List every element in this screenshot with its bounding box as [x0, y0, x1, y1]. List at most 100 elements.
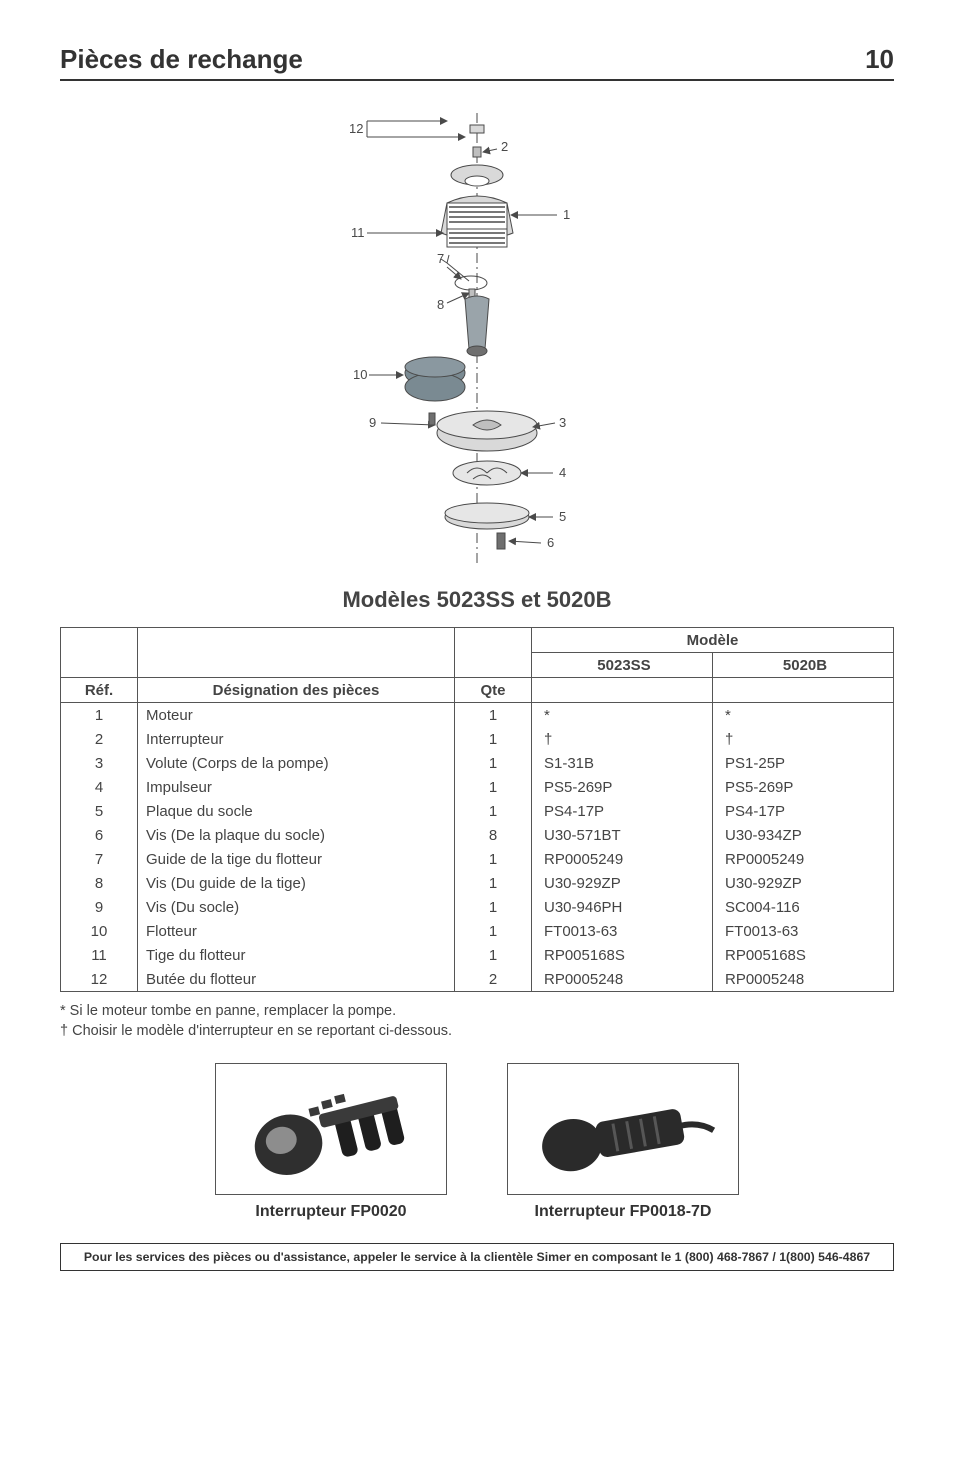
cell-model-b: U30-929ZP — [713, 871, 894, 895]
col-designation: Désignation des pièces — [138, 678, 455, 703]
cell-qte: 8 — [455, 823, 532, 847]
callout-8: 8 — [437, 297, 444, 312]
cell-model-a: FT0013-63 — [532, 919, 713, 943]
volute — [437, 411, 537, 451]
models-title: Modèles 5023SS et 5020B — [60, 587, 894, 613]
cell-designation: Guide de la tige du flotteur — [138, 847, 455, 871]
col-modele: Modèle — [532, 628, 894, 653]
exploded-diagram: 12 2 — [60, 103, 894, 573]
cell-ref: 12 — [61, 967, 138, 992]
cell-model-a: PS5-269P — [532, 775, 713, 799]
page-title: Pièces de rechange — [60, 44, 303, 75]
cell-model-a: RP0005249 — [532, 847, 713, 871]
switch-right: Interrupteur FP0018-7D — [507, 1063, 739, 1221]
cell-model-b: FT0013-63 — [713, 919, 894, 943]
table-row: 1Moteur1** — [61, 703, 894, 728]
cell-model-b: * — [713, 703, 894, 728]
switch-row: Interrupteur FP0020 — [60, 1063, 894, 1221]
impeller — [453, 461, 521, 485]
cell-model-a: PS4-17P — [532, 799, 713, 823]
callout-5: 5 — [559, 509, 566, 524]
table-row: 7Guide de la tige du flotteur1RP0005249R… — [61, 847, 894, 871]
callout-9: 9 — [369, 415, 376, 430]
cell-designation: Volute (Corps de la pompe) — [138, 751, 455, 775]
col-model-a: 5023SS — [532, 653, 713, 678]
switch-left-caption: Interrupteur FP0020 — [255, 1203, 406, 1221]
cell-model-a: U30-946PH — [532, 895, 713, 919]
switch-left-frame — [215, 1063, 447, 1195]
switch-fp0018-svg — [518, 1074, 728, 1184]
cell-qte: 1 — [455, 943, 532, 967]
cell-model-b: SC004-116 — [713, 895, 894, 919]
cell-model-a: RP005168S — [532, 943, 713, 967]
cell-designation: Interrupteur — [138, 727, 455, 751]
cell-model-b: † — [713, 727, 894, 751]
callout-4: 4 — [559, 465, 566, 480]
cell-ref: 7 — [61, 847, 138, 871]
cell-qte: 1 — [455, 727, 532, 751]
cell-model-a: RP0005248 — [532, 967, 713, 992]
cell-designation: Impulseur — [138, 775, 455, 799]
cell-ref: 10 — [61, 919, 138, 943]
callout-1: 1 — [563, 207, 570, 222]
footer-bar: Pour les services des pièces ou d'assist… — [60, 1243, 894, 1271]
footnote-star: * Si le moteur tombe en panne, remplacer… — [60, 1002, 894, 1022]
callout-10: 10 — [353, 367, 367, 382]
table-row: 2Interrupteur1†† — [61, 727, 894, 751]
cell-model-b: PS1-25P — [713, 751, 894, 775]
callout-2: 2 — [501, 139, 508, 154]
table-row: 10Flotteur1FT0013-63FT0013-63 — [61, 919, 894, 943]
cell-qte: 1 — [455, 919, 532, 943]
page-header: Pièces de rechange 10 — [60, 44, 894, 81]
cell-designation: Vis (Du socle) — [138, 895, 455, 919]
switch-left: Interrupteur FP0020 — [215, 1063, 447, 1221]
cell-designation: Moteur — [138, 703, 455, 728]
float — [405, 357, 465, 401]
cell-model-b: RP0005249 — [713, 847, 894, 871]
pump-diagram-svg: 12 2 — [297, 103, 657, 573]
cell-ref: 6 — [61, 823, 138, 847]
parts-table: Modèle 5023SS 5020B Réf. Désignation des… — [60, 627, 894, 992]
cell-ref: 4 — [61, 775, 138, 799]
cell-qte: 1 — [455, 799, 532, 823]
cell-qte: 1 — [455, 895, 532, 919]
callout-7: 7 — [437, 251, 444, 266]
cell-designation: Flotteur — [138, 919, 455, 943]
cell-ref: 5 — [61, 799, 138, 823]
page: Pièces de rechange 10 12 2 — [0, 0, 954, 1301]
cell-model-b: PS5-269P — [713, 775, 894, 799]
table-row: 4Impulseur1PS5-269PPS5-269P — [61, 775, 894, 799]
table-row: 11Tige du flotteur1RP005168SRP005168S — [61, 943, 894, 967]
cell-model-a: U30-929ZP — [532, 871, 713, 895]
switch-right-frame — [507, 1063, 739, 1195]
cell-qte: 1 — [455, 775, 532, 799]
cell-model-b: RP0005248 — [713, 967, 894, 992]
callout-12: 12 — [349, 121, 363, 136]
cell-designation: Plaque du socle — [138, 799, 455, 823]
switch-right-caption: Interrupteur FP0018-7D — [535, 1203, 712, 1221]
cell-ref: 9 — [61, 895, 138, 919]
cell-model-a: * — [532, 703, 713, 728]
cell-ref: 11 — [61, 943, 138, 967]
cell-qte: 1 — [455, 871, 532, 895]
cell-model-b: RP005168S — [713, 943, 894, 967]
table-row: 12Butée du flotteur2RP0005248RP0005248 — [61, 967, 894, 992]
callout-11: 11 — [351, 225, 365, 240]
cell-ref: 3 — [61, 751, 138, 775]
callout-6: 6 — [547, 535, 554, 550]
table-row: 5Plaque du socle1PS4-17PPS4-17P — [61, 799, 894, 823]
cell-qte: 1 — [455, 751, 532, 775]
cell-designation: Vis (Du guide de la tige) — [138, 871, 455, 895]
cell-ref: 8 — [61, 871, 138, 895]
col-model-b: 5020B — [713, 653, 894, 678]
cell-qte: 1 — [455, 847, 532, 871]
cell-model-b: U30-934ZP — [713, 823, 894, 847]
cell-designation: Tige du flotteur — [138, 943, 455, 967]
cell-ref: 2 — [61, 727, 138, 751]
cell-qte: 1 — [455, 703, 532, 728]
switch-fp0020-svg — [226, 1074, 436, 1184]
table-row: 3Volute (Corps de la pompe)1S1-31BPS1-25… — [61, 751, 894, 775]
col-ref: Réf. — [61, 678, 138, 703]
cell-qte: 2 — [455, 967, 532, 992]
table-row: 8Vis (Du guide de la tige)1U30-929ZPU30-… — [61, 871, 894, 895]
